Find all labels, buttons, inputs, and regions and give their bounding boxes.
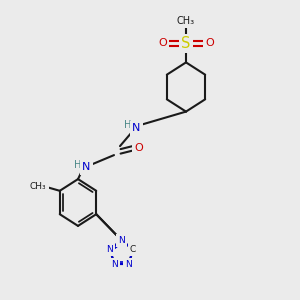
Text: S: S [181,36,191,51]
Text: O: O [205,38,214,49]
Text: N: N [106,245,113,254]
Text: N: N [132,123,141,134]
Text: N: N [125,260,132,269]
Text: CH₃: CH₃ [177,16,195,26]
Text: C: C [130,245,136,254]
Text: H: H [74,160,82,170]
Text: H: H [124,120,132,130]
Text: O: O [158,38,167,49]
Text: N: N [118,236,125,245]
Text: N: N [111,260,118,269]
Text: CH₃: CH₃ [30,182,46,191]
Text: O: O [134,143,143,153]
Text: N: N [82,162,91,172]
